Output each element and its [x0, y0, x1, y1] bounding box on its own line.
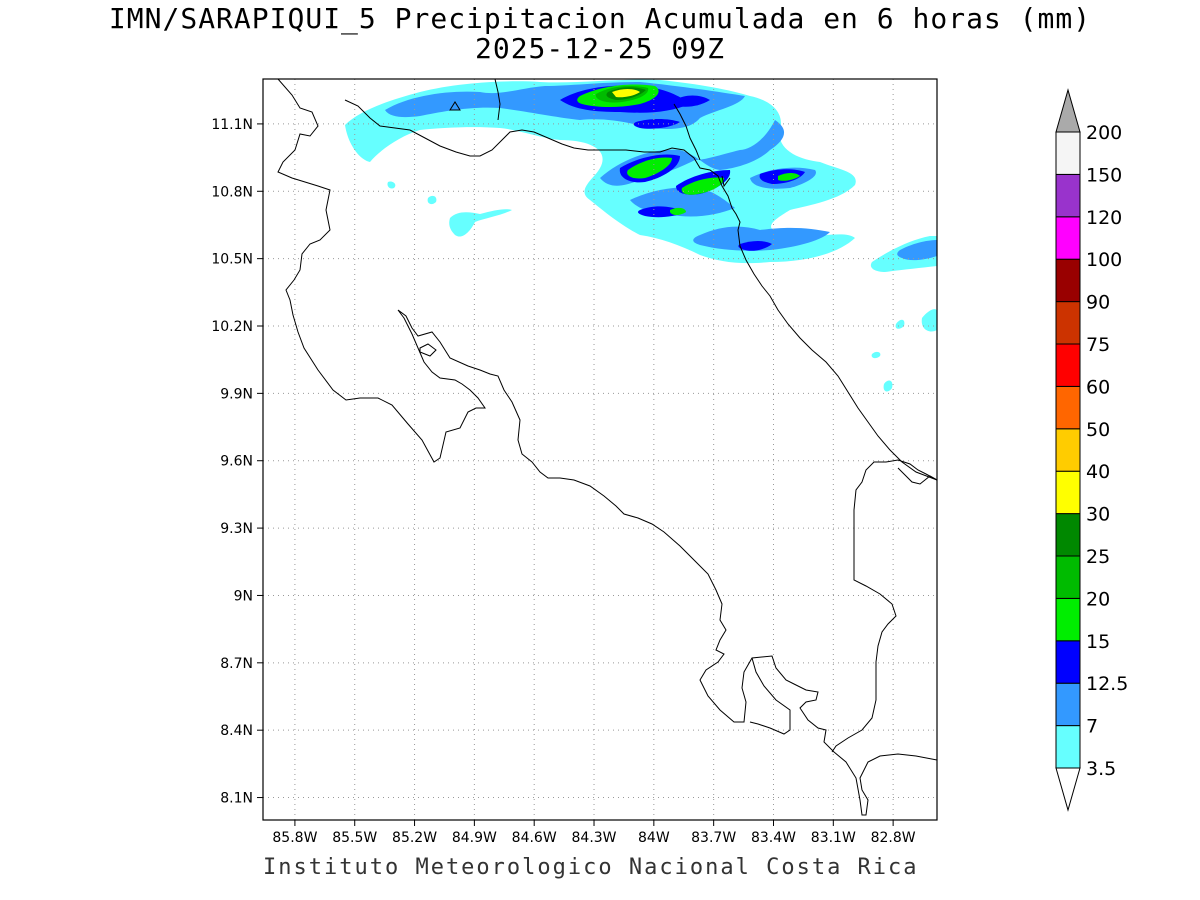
x-tick-label: 84.9W [452, 830, 497, 846]
rain-area-light [345, 79, 856, 264]
x-tick-label: 84.3W [572, 830, 617, 846]
map-valid-time: 2025-12-25 09Z [474, 32, 725, 65]
gridlines [263, 79, 937, 820]
colorbar-swatch [1055, 173, 1081, 218]
colorbar-swatch [1055, 385, 1081, 430]
colorbar-swatch [1055, 555, 1081, 599]
colorbar-swatch [1055, 428, 1081, 472]
x-tick-label: 82.8W [871, 830, 916, 846]
colorbar-swatch [1055, 343, 1081, 387]
colorbar-label: 15 [1086, 631, 1110, 653]
colorbar-label: 40 [1086, 461, 1110, 483]
colorbar-swatch [1055, 640, 1081, 684]
y-tick-label: 10.8N [211, 184, 253, 200]
colorbar-swatch [1055, 301, 1081, 345]
colorbar-label: 150 [1086, 164, 1122, 186]
x-tick-label: 83.1W [811, 830, 856, 846]
colorbar-label: 7 [1086, 716, 1098, 738]
colorbar-label: 3.5 [1086, 758, 1116, 780]
y-tick-label: 9.3N [220, 521, 253, 537]
x-tick-label: 85.5W [332, 830, 377, 846]
footer-credit: Instituto Meteorologico Nacional Costa R… [263, 855, 919, 880]
colorbar-label: 12.5 [1086, 673, 1128, 695]
y-tick-label: 9.9N [220, 386, 253, 402]
colorbar-label: 75 [1086, 334, 1110, 356]
colorbar-label: 90 [1086, 292, 1110, 314]
colorbar-swatch [1055, 216, 1081, 260]
colorbar-min-arrow [1055, 767, 1081, 812]
colorbar-label: 100 [1086, 249, 1122, 271]
x-tick-label: 85.8W [272, 830, 317, 846]
y-tick-label: 9N [234, 588, 253, 604]
colorbar-label: 30 [1086, 504, 1110, 526]
plot-frame [262, 78, 938, 821]
x-tick-label: 84W [638, 830, 670, 846]
colorbar-swatch [1055, 470, 1081, 515]
y-tick-label: 10.2N [211, 319, 253, 335]
x-tick-label: 83.7W [691, 830, 736, 846]
y-tick-label: 8.7N [220, 656, 253, 672]
colorbar-swatch [1055, 131, 1081, 175]
colorbar-label: 25 [1086, 546, 1110, 568]
y-axis-ticks: 11.1N 10.8N 10.5N 10.2N 9.9N 9.6N 9.3N 9N 8.7N 8.… [211, 117, 263, 807]
coastline [277, 79, 937, 816]
colorbar: 3.5 7 12.5 15 20 25 30 40 50 60 75 90 100 120 150 200 [1055, 88, 1128, 812]
colorbar-label: 60 [1086, 376, 1110, 398]
map-title: IMN/SARAPIQUI_5 Precipitacion Acumulada … [108, 2, 1092, 35]
colorbar-label: 200 [1086, 122, 1122, 144]
colorbar-swatch [1055, 682, 1081, 727]
colorbar-swatch [1055, 513, 1081, 557]
y-tick-label: 8.1N [220, 791, 253, 807]
precipitation-field [345, 79, 937, 392]
colorbar-label: 50 [1086, 419, 1110, 441]
y-tick-label: 11.1N [211, 117, 253, 133]
x-tick-label: 85.2W [392, 830, 437, 846]
x-axis-ticks: 85.8W 85.5W 85.2W 84.9W 84.6W 84.3W 84W 83.7W 83… [272, 820, 916, 846]
colorbar-swatch [1055, 597, 1081, 642]
x-tick-label: 83.4W [751, 830, 796, 846]
x-tick-label: 84.6W [512, 830, 557, 846]
y-tick-label: 8.4N [220, 723, 253, 739]
colorbar-label: 120 [1086, 207, 1122, 229]
colorbar-label: 20 [1086, 588, 1110, 610]
colorbar-max-arrow [1055, 88, 1081, 133]
y-tick-label: 10.5N [211, 252, 253, 268]
colorbar-swatch [1055, 725, 1081, 769]
y-tick-label: 9.6N [220, 454, 253, 470]
colorbar-swatch [1055, 258, 1081, 303]
